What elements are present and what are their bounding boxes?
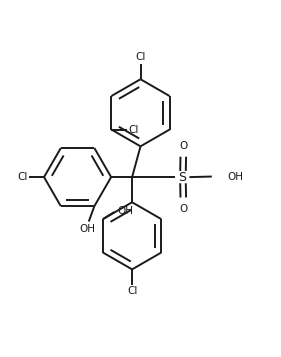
Text: OH: OH bbox=[79, 224, 95, 234]
Text: S: S bbox=[178, 171, 186, 183]
Text: Cl: Cl bbox=[17, 172, 27, 182]
Text: OH: OH bbox=[117, 206, 133, 216]
Text: Cl: Cl bbox=[135, 52, 146, 62]
Text: Cl: Cl bbox=[127, 286, 137, 296]
Text: OH: OH bbox=[227, 172, 243, 182]
Text: O: O bbox=[180, 141, 188, 151]
Text: O: O bbox=[180, 203, 188, 214]
Text: Cl: Cl bbox=[128, 125, 139, 135]
